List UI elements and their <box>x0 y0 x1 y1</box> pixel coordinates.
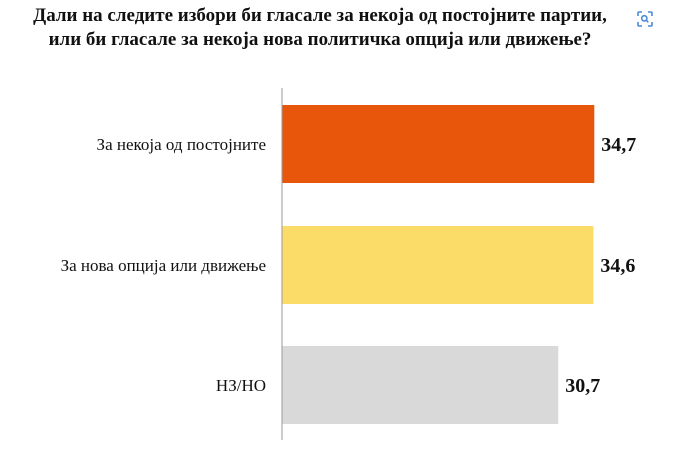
value-label-2: 30,7 <box>565 375 600 397</box>
bar-2 <box>282 346 559 424</box>
category-label-0: За некоја од постојните <box>97 135 266 154</box>
chart-title: Дали на следите избори би гласале за нек… <box>33 5 607 50</box>
visual-search-icon <box>637 11 653 27</box>
visual-search-button[interactable] <box>630 6 660 32</box>
category-label-1: За нова опција или движење <box>61 256 266 275</box>
bar-0 <box>282 105 595 183</box>
value-label-1: 34,6 <box>600 255 635 277</box>
bar-1 <box>282 226 594 304</box>
value-label-0: 34,7 <box>601 134 636 156</box>
category-label-2: НЗ/НО <box>216 376 266 395</box>
